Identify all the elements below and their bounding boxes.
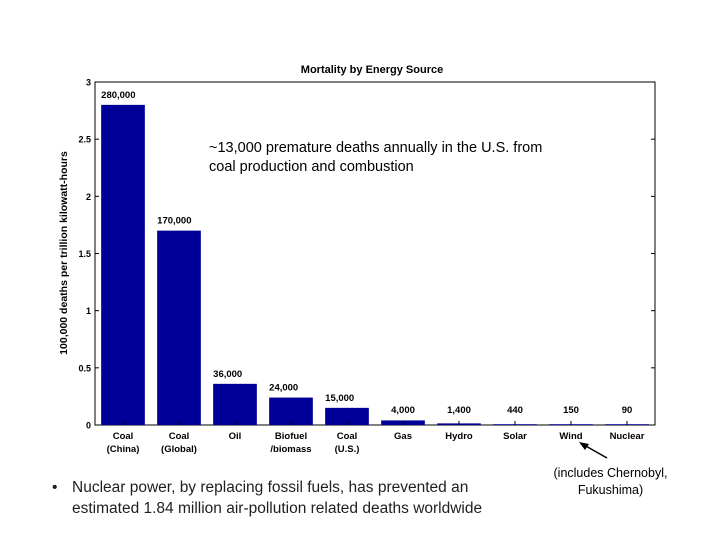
nuclear-footnote: (includes Chernobyl, Fukushima) [538,465,683,499]
data-label: 36,000 [213,369,242,380]
bar [213,383,257,425]
annotation-line-2: coal production and combustion [209,159,414,175]
data-label: 1,400 [447,405,471,416]
data-label: 440 [507,405,523,416]
data-label: 15,000 [325,393,354,404]
x-tick-label: Nuclear [610,431,645,442]
x-tick-label: Wind [559,431,582,442]
bar [325,407,369,425]
x-tick-label: Hydro [445,431,473,442]
x-tick-label: Oil [229,431,242,442]
x-tick-label: Coal [169,431,190,442]
y-tick-label: 1.5 [78,249,91,259]
y-tick-label: 0 [86,421,91,431]
x-tick-label: Solar [503,431,527,442]
plot-area: 0 0.5 1 1.5 2 2.5 3 280,000 Coal (China) 170,000 Co… [78,78,656,455]
bullet-line-2: estimated 1.84 million air-pollution rel… [72,500,483,517]
chart-annotation: ~13,000 premature deaths annually in the… [209,139,609,177]
footnote-line-2: Fukushima) [577,483,644,497]
data-label: 170,000 [157,216,191,227]
x-tick-label: (U.S.) [335,444,360,455]
bar [101,104,145,425]
y-tick-label: 2.5 [78,135,91,145]
y-tick-label: 3 [86,78,91,88]
y-tick-label: 0.5 [78,363,91,373]
chart-title: Mortality by Energy Source [301,64,443,76]
y-tick-label: 1 [86,306,91,316]
bullet-line-1: Nuclear power, by replacing fossil fuels… [72,479,469,496]
y-axis-label: 100,000 deaths per trillion kilowatt-hou… [58,151,70,355]
annotation-line-1: ~13,000 premature deaths annually in the… [209,140,543,156]
footnote-line-1: (includes Chernobyl, [553,466,668,480]
x-tick-label: (China) [107,444,140,455]
bar [157,230,201,425]
y-tick-label: 2 [86,192,91,202]
data-label: 90 [622,405,633,416]
x-tick-label: /biomass [270,444,311,455]
x-tick-label: Coal [113,431,134,442]
bar [269,397,313,425]
bullet-symbol: • [52,479,58,496]
annotation-arrow [583,444,608,459]
data-label: 4,000 [391,405,415,416]
data-label: 24,000 [269,383,298,394]
data-label: 280,000 [101,90,135,101]
x-tick-label: Coal [337,431,358,442]
x-tick-label: Gas [394,431,412,442]
annotation-arrow-head [579,442,589,450]
x-tick-label: Biofuel [275,431,307,442]
data-label: 150 [563,405,579,416]
x-tick-label: (Global) [161,444,197,455]
